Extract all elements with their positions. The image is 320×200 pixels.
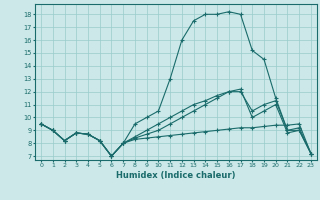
X-axis label: Humidex (Indice chaleur): Humidex (Indice chaleur) <box>116 171 236 180</box>
